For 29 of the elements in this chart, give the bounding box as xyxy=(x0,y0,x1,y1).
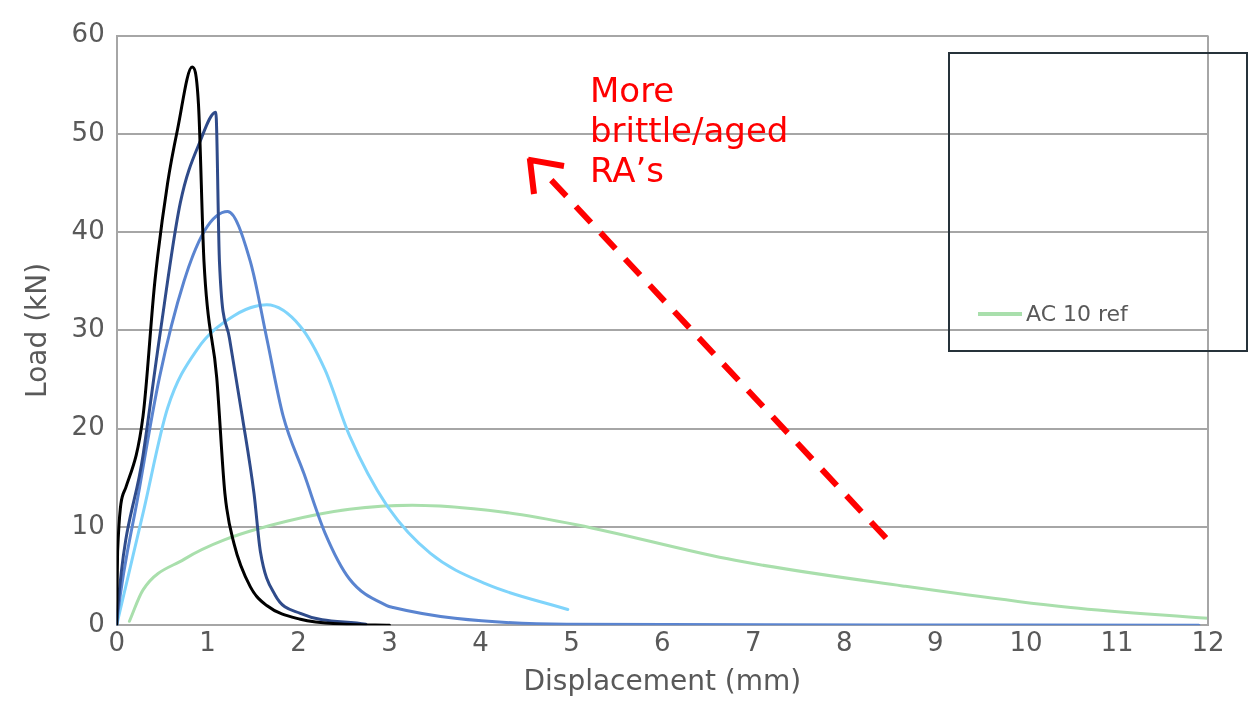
y-tick-label: 30 xyxy=(71,313,105,344)
x-tick-label: 6 xyxy=(654,626,671,657)
x-tick-label: 11 xyxy=(1100,626,1134,657)
x-tick-label: 7 xyxy=(745,626,762,657)
x-axis-title: Displacement (mm) xyxy=(523,664,802,698)
annotation: More brittle/aged RA’s xyxy=(590,70,790,190)
y-tick-label: 50 xyxy=(71,116,105,147)
x-tick-label: 4 xyxy=(472,626,489,657)
x-tick-label: 5 xyxy=(563,626,580,657)
legend-label: AC 10 ref xyxy=(1026,301,1128,326)
y-tick-label: 20 xyxy=(71,411,105,442)
y-tick-label: 0 xyxy=(88,607,105,638)
x-tick-label: 3 xyxy=(381,626,398,657)
y-tick-label: 60 xyxy=(71,18,105,49)
x-tick-label: 0 xyxy=(108,626,125,657)
x-tick-label: 12 xyxy=(1191,626,1225,657)
line-series xyxy=(116,303,570,626)
x-tick-label: 2 xyxy=(290,626,307,657)
line-series xyxy=(116,65,392,626)
y-axis-title: Load (kN) xyxy=(20,262,54,398)
y-tick-label: 40 xyxy=(71,214,105,245)
y-tick-label: 10 xyxy=(71,509,105,540)
line-series xyxy=(116,210,1201,626)
x-tick-label: 1 xyxy=(199,626,216,657)
line-series xyxy=(127,503,1208,623)
x-tick-label: 9 xyxy=(926,626,944,657)
x-tick-label: 8 xyxy=(835,626,853,657)
x-tick-label: 10 xyxy=(1009,626,1043,657)
line-series xyxy=(116,110,368,626)
